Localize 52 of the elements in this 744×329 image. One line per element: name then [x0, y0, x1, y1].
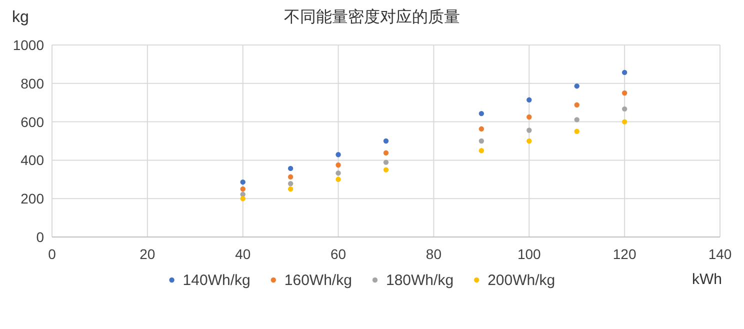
point — [574, 83, 580, 89]
point — [288, 186, 294, 192]
point — [288, 181, 294, 186]
point — [478, 126, 484, 132]
x-tick-label: 80 — [426, 246, 442, 262]
point — [574, 128, 580, 134]
point — [526, 114, 532, 120]
x-tick-label: 40 — [235, 246, 251, 262]
point — [526, 128, 532, 133]
y-tick-label: 200 — [20, 190, 44, 207]
point — [574, 117, 580, 122]
point — [240, 196, 246, 202]
point — [478, 138, 484, 144]
point — [383, 138, 389, 144]
legend-label: 200Wh/kg — [488, 272, 556, 289]
point — [336, 152, 341, 158]
point — [336, 162, 341, 168]
y-tick-label: 0 — [36, 229, 44, 245]
y-axis-title: kg — [12, 9, 29, 26]
point — [622, 90, 628, 96]
x-tick-label: 60 — [330, 246, 346, 262]
point — [383, 150, 389, 156]
legend-label: 180Wh/kg — [386, 272, 454, 289]
point — [383, 167, 389, 172]
x-tick-label: 20 — [140, 246, 156, 262]
x-tick-label: 120 — [612, 246, 636, 262]
point — [336, 176, 341, 182]
point — [336, 170, 341, 176]
y-tick-label: 1000 — [12, 37, 44, 53]
point — [478, 148, 484, 154]
point — [240, 179, 246, 185]
x-tick-label: 0 — [48, 246, 56, 262]
point — [240, 186, 246, 192]
x-tick-label: 100 — [517, 246, 542, 262]
point — [478, 110, 484, 116]
point — [383, 160, 389, 165]
point — [622, 106, 628, 112]
point — [622, 70, 628, 76]
point — [288, 174, 294, 180]
legend-label: 160Wh/kg — [284, 272, 352, 289]
point — [526, 138, 532, 144]
y-tick-label: 400 — [20, 152, 44, 168]
x-tick-label: 140 — [708, 246, 732, 262]
point — [574, 102, 580, 108]
y-tick-label: 800 — [20, 75, 44, 92]
x-axis-title: kWh — [692, 271, 722, 288]
point — [288, 166, 294, 172]
point — [622, 119, 628, 124]
point — [526, 97, 532, 103]
legend-label: 140Wh/kg — [182, 272, 250, 289]
y-tick-label: 600 — [20, 114, 44, 130]
chart-title: 不同能量密度对应的质量 — [284, 8, 460, 26]
